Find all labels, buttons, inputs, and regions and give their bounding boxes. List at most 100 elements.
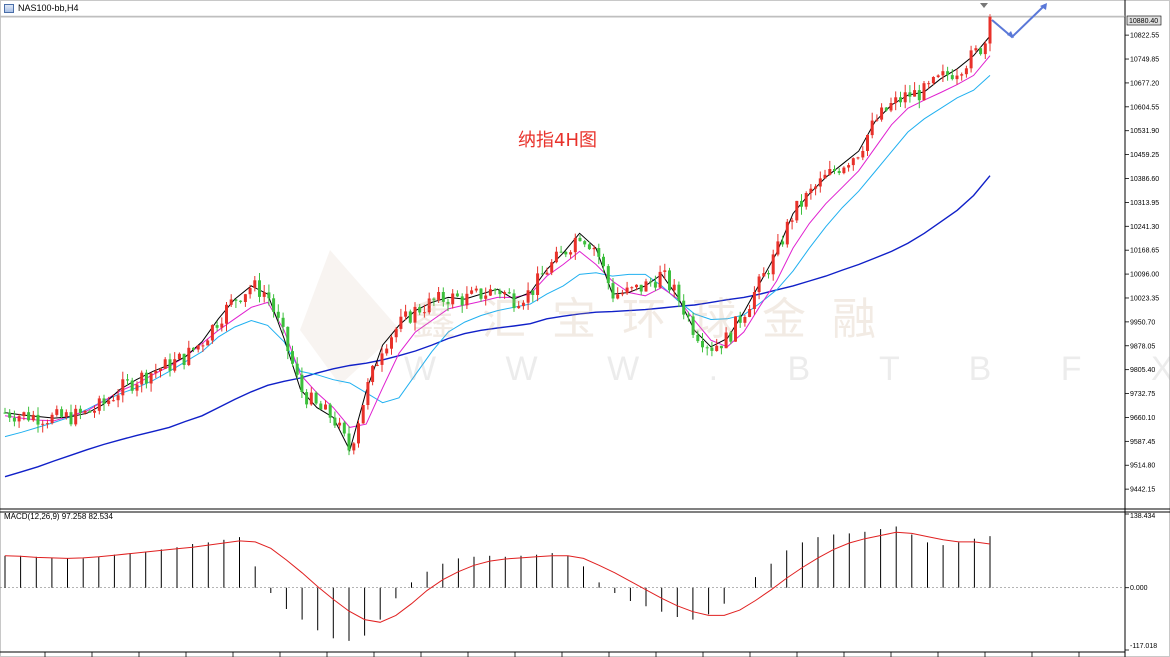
candle-body [22, 412, 26, 417]
candle-body [121, 379, 125, 396]
candle [60, 406, 64, 418]
candle-body [908, 92, 912, 97]
candle-body [611, 283, 615, 299]
candle-body [592, 248, 596, 250]
candle-body [734, 316, 737, 342]
candle [606, 264, 610, 290]
candle-body [748, 309, 752, 317]
candles [3, 14, 992, 456]
candle [809, 184, 813, 200]
candle [474, 285, 478, 293]
watermark-url: W W W . B T B F X . N E T [404, 350, 1170, 388]
candle [545, 267, 549, 275]
candle [828, 160, 832, 176]
candle-body [866, 135, 869, 151]
candle-body [455, 293, 459, 297]
candle [686, 311, 690, 322]
candle-body [564, 251, 568, 255]
candle-body [498, 290, 502, 295]
candle-body [927, 83, 931, 85]
symbol-header: NAS100-bb,H4 [4, 3, 79, 13]
candle [126, 374, 129, 385]
candle [672, 279, 676, 298]
candle [455, 290, 459, 298]
candle-body [705, 347, 709, 349]
candle-body [399, 316, 403, 329]
candle [371, 365, 375, 386]
candle [517, 301, 521, 309]
candle [295, 357, 299, 379]
candle-body [31, 414, 35, 421]
candle-body [258, 280, 261, 297]
candle [319, 400, 323, 410]
candle [267, 284, 271, 306]
candle [314, 391, 318, 406]
candle [922, 81, 926, 101]
candle [611, 278, 615, 303]
candle [804, 191, 808, 210]
candle-body [781, 241, 785, 245]
candle-body [140, 372, 144, 385]
candle-body [116, 395, 120, 401]
candle [276, 304, 280, 323]
current-price-label: 10880.40 [1129, 18, 1158, 25]
candle-body [823, 174, 827, 179]
candle-body [225, 304, 228, 324]
candle-body [767, 273, 770, 275]
price-tick-label: 9950.70 [1130, 319, 1155, 326]
candle [465, 286, 469, 309]
candle [196, 344, 200, 353]
candle-body [616, 294, 620, 299]
candle [31, 410, 35, 422]
candle-body [701, 341, 704, 348]
candle [960, 72, 964, 81]
candle [917, 84, 921, 109]
candle [347, 426, 351, 456]
candle-body [569, 252, 573, 255]
candle [507, 288, 511, 295]
candle [536, 266, 540, 302]
price-tick-label: 10313.95 [1130, 200, 1159, 207]
candle-body [941, 71, 945, 76]
candle [616, 287, 620, 300]
candle [663, 263, 667, 280]
candle [592, 245, 596, 256]
candle [936, 74, 940, 78]
candle [649, 277, 653, 287]
candle-body [578, 237, 582, 242]
candle-body [12, 417, 16, 422]
candle-body [521, 302, 525, 307]
candle-body [851, 158, 855, 166]
candle [488, 284, 492, 296]
window-icon [4, 3, 14, 13]
candle [470, 286, 474, 295]
candle-body [328, 404, 332, 418]
candle [927, 80, 931, 89]
candle-body [366, 382, 370, 405]
price-tick-label: 9805.40 [1130, 367, 1155, 374]
candle [851, 157, 855, 171]
candle-body [243, 294, 247, 302]
candle-body [413, 306, 417, 323]
candle [333, 411, 337, 428]
candle-body [50, 414, 54, 424]
candle [102, 394, 106, 411]
candle [135, 381, 139, 397]
candle [578, 235, 582, 242]
candle-body [668, 270, 671, 291]
candle [206, 339, 210, 346]
candle-body [814, 186, 818, 189]
candle-body [922, 83, 926, 101]
candle-body [333, 417, 337, 426]
candle [225, 302, 228, 332]
candle [168, 353, 172, 377]
candle-body [470, 290, 474, 294]
candle [239, 300, 243, 304]
candle [41, 420, 45, 433]
candle [969, 45, 973, 73]
candle [78, 405, 82, 420]
candle [422, 304, 426, 318]
candle-body [913, 90, 917, 97]
candle-body [97, 398, 101, 411]
